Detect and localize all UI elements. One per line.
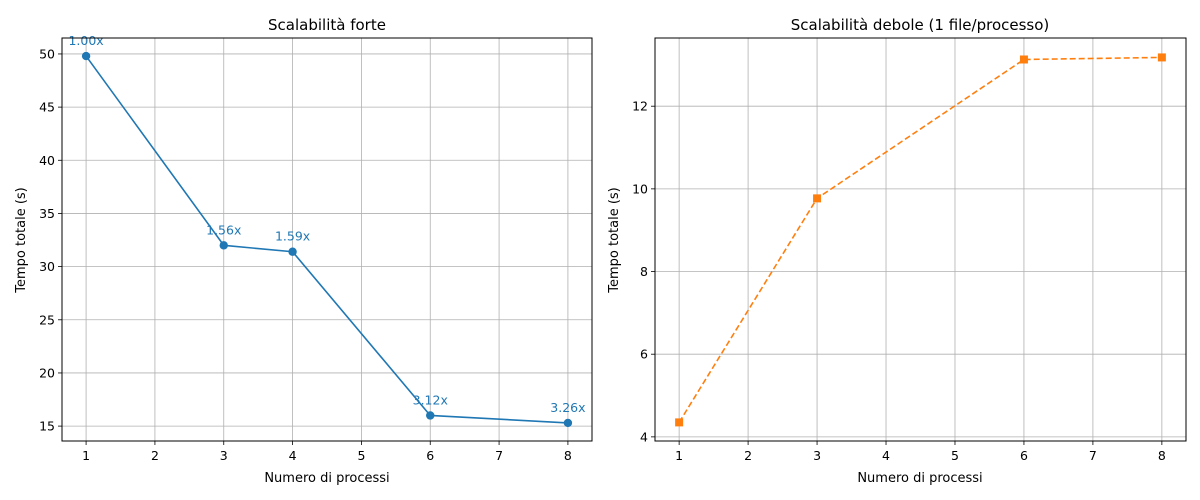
x-tick-label: 6 [426, 448, 434, 463]
data-point [219, 241, 228, 250]
y-tick-label: 30 [39, 259, 55, 274]
y-tick-label: 45 [39, 100, 55, 115]
x-tick-label: 3 [220, 448, 228, 463]
y-tick-label: 6 [640, 347, 648, 362]
x-tick-label: 1 [82, 448, 90, 463]
y-tick-label: 25 [39, 312, 55, 327]
chart-title: Scalabilità debole (1 file/processo) [791, 16, 1050, 34]
data-point [813, 194, 822, 203]
data-label: 3.26x [550, 400, 585, 415]
x-tick-label: 1 [675, 448, 683, 463]
x-tick-label: 2 [744, 448, 752, 463]
chart-title: Scalabilità forte [268, 16, 386, 34]
y-tick-label: 35 [39, 206, 55, 221]
y-axis-label: Tempo totale (s) [607, 187, 622, 294]
plot-frame [61, 37, 593, 442]
y-tick-label: 50 [39, 46, 55, 61]
x-tick-label: 6 [1020, 448, 1028, 463]
data-point [81, 51, 91, 61]
x-tick-label: 4 [882, 448, 890, 463]
series-line [85, 55, 568, 424]
x-axis-label: Numero di processi [264, 471, 389, 486]
data-point [1157, 53, 1166, 62]
data-point [1019, 55, 1028, 64]
x-tick-label: 2 [151, 448, 159, 463]
y-tick-label: 8 [640, 264, 648, 279]
data-point [426, 411, 435, 420]
y-tick-label: 40 [39, 153, 55, 168]
x-tick-label: 3 [813, 448, 821, 463]
y-tick-label: 10 [632, 181, 648, 196]
data-point [288, 247, 297, 256]
y-axis-label: Tempo totale (s) [14, 187, 29, 294]
x-tick-label: 8 [564, 448, 572, 463]
data-point [563, 418, 573, 428]
data-label: 1.00x [68, 33, 103, 48]
x-tick-label: 8 [1158, 448, 1166, 463]
data-label: 1.59x [275, 229, 310, 244]
x-tick-label: 5 [357, 448, 365, 463]
x-tick-label: 7 [495, 448, 503, 463]
series-line [678, 56, 1162, 423]
plot-frame [654, 37, 1187, 442]
x-axis-label: Numero di processi [857, 471, 982, 486]
data-label: 3.12x [413, 392, 448, 407]
x-tick-label: 4 [289, 448, 297, 463]
y-tick-label: 12 [632, 99, 648, 114]
x-tick-label: 5 [951, 448, 959, 463]
data-point [675, 418, 684, 427]
data-label: 1.56x [206, 222, 241, 237]
x-tick-label: 7 [1089, 448, 1097, 463]
y-tick-label: 20 [39, 365, 55, 380]
y-tick-label: 4 [640, 429, 648, 444]
y-tick-label: 15 [39, 419, 55, 434]
